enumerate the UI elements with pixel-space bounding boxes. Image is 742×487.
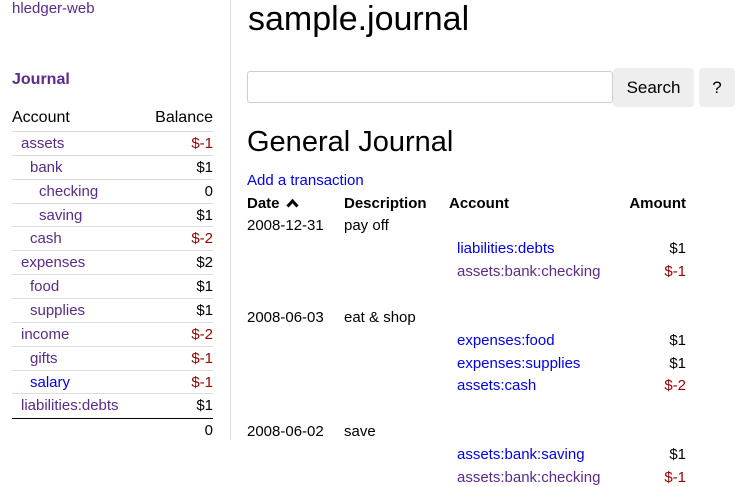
account-link[interactable]: supplies bbox=[30, 301, 86, 319]
account-row: saving $1 bbox=[12, 202, 213, 227]
balance-column-header: Balance bbox=[155, 109, 213, 126]
posting-amount: $-1 bbox=[664, 263, 686, 280]
account-link[interactable]: expenses bbox=[21, 254, 86, 272]
account-balance: $-2 bbox=[191, 230, 213, 248]
posting-account-link[interactable]: expenses:food bbox=[457, 332, 555, 349]
account-row: bank $1 bbox=[12, 154, 213, 179]
search-input[interactable] bbox=[247, 71, 613, 103]
add-transaction-link[interactable]: Add a transaction bbox=[247, 172, 364, 189]
posting-account-link[interactable]: assets:cash bbox=[457, 377, 537, 394]
total-row: 0 bbox=[12, 418, 213, 441]
account-row: expenses $2 bbox=[12, 250, 213, 274]
account-row: checking 0 bbox=[12, 178, 213, 203]
date-column-header[interactable]: Date bbox=[247, 195, 299, 213]
chevron-up-icon bbox=[286, 198, 299, 208]
sidebar: hledger-web Journal Account Balance asse… bbox=[0, 0, 231, 440]
account-row: supplies $1 bbox=[12, 297, 213, 322]
transaction-date: 2008-06-03 bbox=[247, 309, 324, 326]
posting-amount: $1 bbox=[669, 332, 686, 349]
posting-amount: $1 bbox=[669, 355, 686, 372]
search-button[interactable]: Search bbox=[613, 68, 694, 107]
account-balance: $2 bbox=[196, 254, 213, 272]
help-button[interactable]: ? bbox=[699, 68, 735, 107]
posting-amount: $1 bbox=[669, 240, 686, 257]
date-header-label: Date bbox=[247, 195, 280, 212]
section-title: General Journal bbox=[247, 126, 454, 158]
posting-account-link[interactable]: liabilities:debts bbox=[457, 240, 555, 257]
account-row: gifts $-1 bbox=[12, 345, 213, 370]
account-link[interactable]: saving bbox=[39, 206, 83, 224]
posting-account-link[interactable]: assets:bank:checking bbox=[457, 263, 601, 280]
account-link[interactable]: bank bbox=[30, 158, 63, 176]
account-link[interactable]: income bbox=[21, 325, 70, 343]
account-balance: $-1 bbox=[191, 135, 213, 152]
account-balance: $1 bbox=[196, 206, 213, 224]
account-row: liabilities:debts $1 bbox=[12, 393, 213, 417]
app-home-link[interactable]: hledger-web bbox=[12, 0, 95, 17]
account-balance: $1 bbox=[196, 397, 213, 415]
account-balance: 0 bbox=[204, 182, 213, 200]
amount-column-header: Amount bbox=[629, 195, 686, 212]
account-link[interactable]: liabilities:debts bbox=[21, 397, 119, 415]
total-balance: 0 bbox=[204, 422, 213, 439]
account-link[interactable]: gifts bbox=[30, 349, 58, 367]
account-balance: $-1 bbox=[191, 373, 213, 391]
transaction-date: 2008-06-02 bbox=[247, 423, 324, 440]
account-balance: $1 bbox=[196, 158, 213, 176]
account-balance: $-2 bbox=[191, 325, 213, 343]
transaction-date: 2008-12-31 bbox=[247, 217, 324, 234]
posting-account-link[interactable]: assets:bank:checking bbox=[457, 469, 601, 486]
account-link[interactable]: food bbox=[30, 278, 60, 296]
posting-account-link[interactable]: expenses:supplies bbox=[457, 355, 581, 372]
posting-amount: $-1 bbox=[664, 469, 686, 486]
account-link[interactable]: assets bbox=[21, 135, 65, 152]
posting-amount: $-2 bbox=[664, 377, 686, 394]
account-balance: $1 bbox=[196, 301, 213, 319]
account-row: income $-2 bbox=[12, 321, 213, 346]
account-row: salary $-1 bbox=[12, 369, 213, 394]
account-row: assets $-1 bbox=[12, 131, 213, 155]
account-balance: $1 bbox=[196, 278, 213, 296]
transaction-description: save bbox=[344, 423, 376, 440]
transaction-description: eat & shop bbox=[344, 309, 416, 326]
account-row: cash $-2 bbox=[12, 226, 213, 250]
account-link[interactable]: checking bbox=[39, 182, 99, 200]
account-link[interactable]: salary bbox=[30, 373, 71, 391]
journal-link[interactable]: Journal bbox=[12, 71, 70, 88]
posting-account-link[interactable]: assets:bank:saving bbox=[457, 446, 585, 463]
account-row: food $1 bbox=[12, 274, 213, 298]
account-column-header: Account bbox=[449, 195, 509, 212]
account-link[interactable]: cash bbox=[30, 230, 62, 248]
description-column-header: Description bbox=[344, 195, 427, 212]
transaction-description: pay off bbox=[344, 217, 389, 234]
posting-amount: $1 bbox=[669, 446, 686, 463]
account-column-header: Account bbox=[12, 109, 70, 126]
account-balance: $-1 bbox=[191, 349, 213, 367]
page-title: sample.journal bbox=[248, 0, 470, 38]
